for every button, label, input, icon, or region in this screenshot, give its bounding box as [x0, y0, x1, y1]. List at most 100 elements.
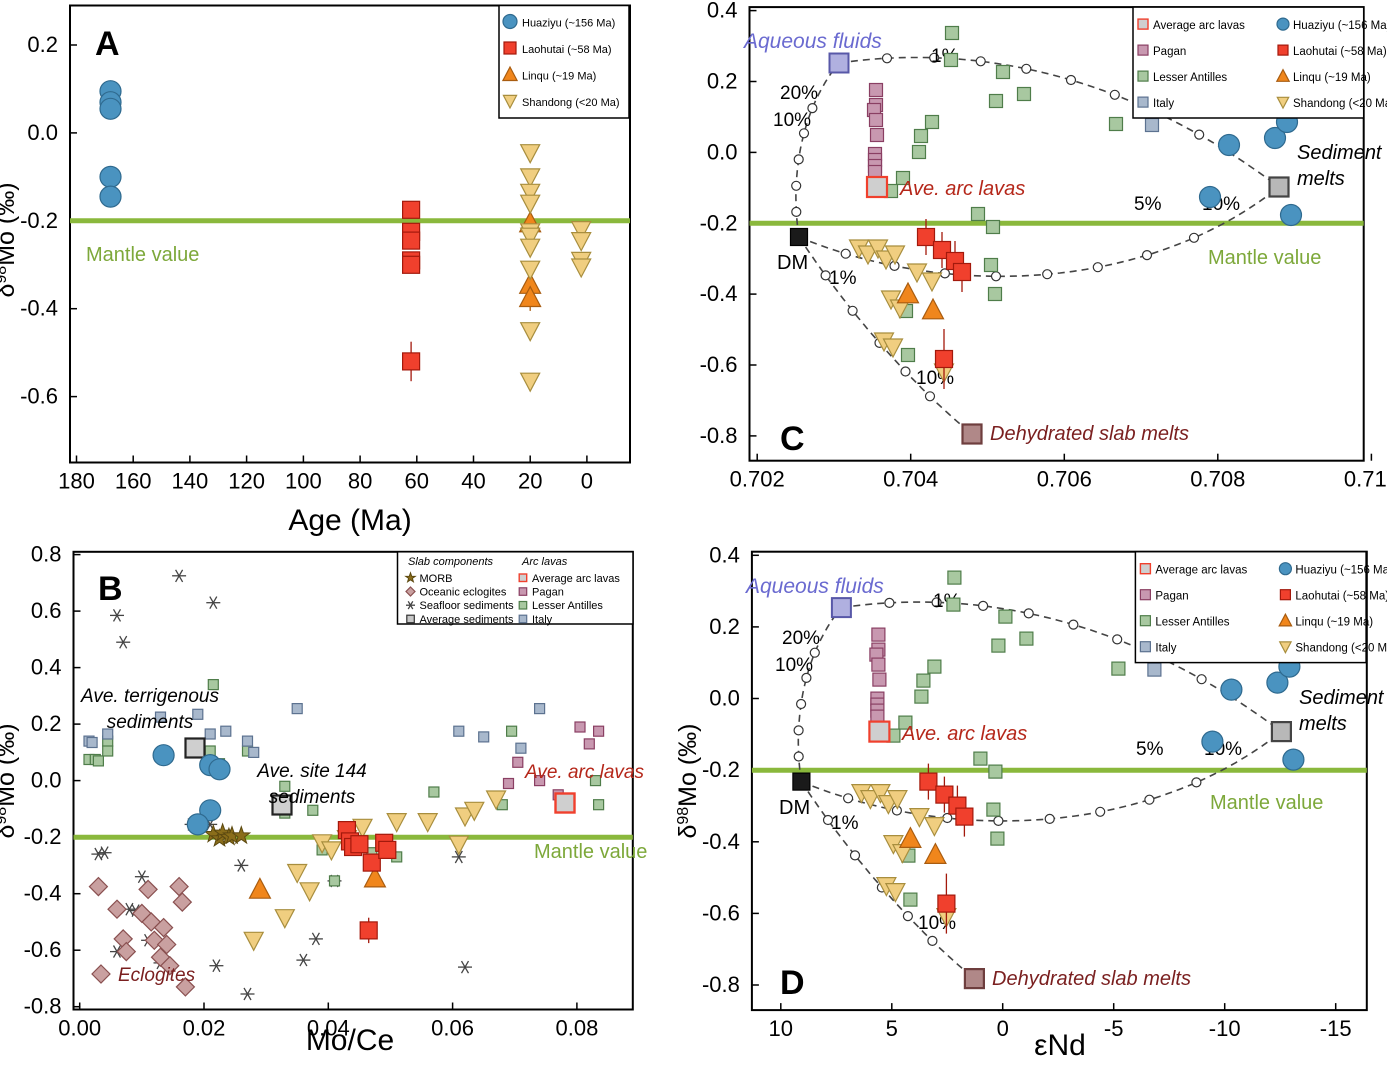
- svg-text:Mo/Ce: Mo/Ce: [306, 1024, 394, 1057]
- svg-text:0.2: 0.2: [27, 32, 58, 57]
- svg-text:C: C: [780, 420, 805, 458]
- svg-text:60: 60: [405, 469, 429, 494]
- svg-text:0: 0: [997, 1016, 1009, 1041]
- svg-text:Italy: Italy: [1153, 98, 1174, 110]
- svg-text:Aqueous fluids: Aqueous fluids: [744, 575, 884, 598]
- svg-text:Pagan: Pagan: [1155, 591, 1188, 603]
- svg-text:Shandong (<20 Ma): Shandong (<20 Ma): [1293, 98, 1387, 110]
- svg-text:Average arc lavas: Average arc lavas: [532, 573, 620, 585]
- svg-text:-0.8: -0.8: [700, 423, 738, 448]
- svg-text:Mantle value: Mantle value: [1208, 247, 1321, 269]
- svg-text:-0.8: -0.8: [24, 994, 62, 1019]
- svg-text:A: A: [95, 25, 120, 63]
- svg-text:Ave. arc lavas: Ave. arc lavas: [524, 762, 644, 783]
- svg-text:80: 80: [348, 469, 372, 494]
- svg-text:Seafloor sediments: Seafloor sediments: [420, 600, 515, 612]
- svg-text:Shandong (<20 Ma): Shandong (<20 Ma): [1295, 643, 1387, 655]
- svg-text:-0.4: -0.4: [700, 281, 738, 306]
- svg-text:0.4: 0.4: [707, 0, 738, 23]
- svg-text:20%: 20%: [780, 83, 818, 104]
- svg-text:Mantle value: Mantle value: [534, 841, 647, 863]
- svg-text:Laohutai (~58 Ma): Laohutai (~58 Ma): [1295, 591, 1387, 603]
- svg-text:Ave. arc lavas: Ave. arc lavas: [899, 178, 1025, 200]
- svg-text:10%: 10%: [773, 110, 811, 131]
- svg-text:Mantle value: Mantle value: [86, 244, 199, 266]
- svg-text:140: 140: [172, 469, 209, 494]
- svg-text:Linqu (~19 Ma): Linqu (~19 Ma): [1295, 617, 1373, 629]
- svg-text:20%: 20%: [782, 628, 820, 649]
- svg-text:Mantle value: Mantle value: [1210, 792, 1323, 814]
- svg-text:DM: DM: [777, 252, 808, 274]
- svg-text:Oceanic eclogites: Oceanic eclogites: [420, 587, 507, 599]
- svg-text:Italy: Italy: [532, 614, 553, 626]
- svg-text:Huaziyu (~156 Ma): Huaziyu (~156 Ma): [522, 18, 615, 30]
- svg-text:εNd: εNd: [1034, 1029, 1086, 1062]
- svg-text:0.708: 0.708: [1190, 467, 1245, 492]
- svg-text:5%: 5%: [1136, 739, 1164, 760]
- svg-text:Average sediments: Average sediments: [420, 614, 514, 626]
- svg-text:B: B: [98, 570, 123, 608]
- svg-text:1%: 1%: [831, 813, 859, 834]
- svg-text:Eclogites: Eclogites: [118, 965, 196, 986]
- svg-text:0.4: 0.4: [709, 542, 740, 567]
- svg-text:DM: DM: [779, 797, 810, 819]
- svg-text:-0.4: -0.4: [702, 829, 740, 854]
- svg-text:Ave. arc lavas: Ave. arc lavas: [901, 723, 1027, 745]
- svg-text:sediments: sediments: [269, 787, 356, 808]
- svg-text:Laohutai (~58 Ma): Laohutai (~58 Ma): [522, 44, 612, 56]
- svg-text:Huaziyu (~156 Ma): Huaziyu (~156 Ma): [1295, 565, 1387, 577]
- svg-text:Lesser Antilles: Lesser Antilles: [1153, 72, 1227, 84]
- svg-text:Linqu (~19 Ma): Linqu (~19 Ma): [1293, 72, 1371, 84]
- svg-text:10: 10: [769, 1016, 793, 1041]
- svg-text:Average arc lavas: Average arc lavas: [1153, 20, 1245, 32]
- svg-text:Slab components: Slab components: [408, 556, 493, 568]
- svg-text:0.0: 0.0: [27, 120, 58, 145]
- svg-text:Ave. terrigenous: Ave. terrigenous: [80, 686, 220, 707]
- svg-text:0: 0: [581, 469, 593, 494]
- svg-text:0.02: 0.02: [183, 1016, 226, 1041]
- svg-text:Aqueous fluids: Aqueous fluids: [742, 30, 882, 53]
- svg-text:40: 40: [461, 469, 485, 494]
- svg-text:0.4: 0.4: [31, 655, 62, 680]
- svg-text:melts: melts: [1297, 168, 1345, 190]
- svg-text:-10: -10: [1209, 1016, 1241, 1041]
- svg-text:Pagan: Pagan: [532, 587, 564, 599]
- svg-text:MORB: MORB: [420, 573, 453, 585]
- svg-text:-0.2: -0.2: [24, 824, 62, 849]
- svg-text:δ98Mo (‰): δ98Mo (‰): [0, 182, 20, 297]
- svg-text:0.0: 0.0: [709, 686, 740, 711]
- svg-text:Dehydrated slab melts: Dehydrated slab melts: [990, 423, 1189, 445]
- svg-text:0.710: 0.710: [1344, 467, 1387, 492]
- svg-text:100: 100: [285, 469, 322, 494]
- svg-text:-0.2: -0.2: [702, 757, 740, 782]
- svg-text:Sediment: Sediment: [1297, 142, 1383, 164]
- svg-text:0.6: 0.6: [31, 598, 62, 623]
- svg-text:120: 120: [228, 469, 265, 494]
- svg-text:Italy: Italy: [1155, 643, 1176, 655]
- svg-text:Average arc lavas: Average arc lavas: [1155, 565, 1247, 577]
- svg-text:Lesser Antilles: Lesser Antilles: [532, 600, 603, 612]
- svg-text:Laohutai (~58 Ma): Laohutai (~58 Ma): [1293, 46, 1387, 58]
- svg-text:0.00: 0.00: [58, 1016, 101, 1041]
- svg-text:Huaziyu (~156 Ma): Huaziyu (~156 Ma): [1293, 20, 1387, 32]
- svg-text:Arc lavas: Arc lavas: [521, 556, 568, 568]
- svg-text:-0.2: -0.2: [20, 208, 58, 233]
- svg-text:0.2: 0.2: [709, 614, 740, 639]
- svg-text:0.2: 0.2: [31, 711, 62, 736]
- svg-text:δ98Mo (‰): δ98Mo (‰): [674, 723, 702, 838]
- svg-text:Shandong (<20 Ma): Shandong (<20 Ma): [522, 97, 620, 109]
- svg-text:0.08: 0.08: [555, 1016, 598, 1041]
- svg-text:Pagan: Pagan: [1153, 46, 1186, 58]
- svg-text:10%: 10%: [775, 655, 813, 676]
- svg-text:Lesser Antilles: Lesser Antilles: [1155, 617, 1229, 629]
- svg-text:1%: 1%: [829, 268, 857, 289]
- svg-text:0.704: 0.704: [883, 467, 938, 492]
- svg-text:-5: -5: [1104, 1016, 1124, 1041]
- svg-text:δ98Mo (‰): δ98Mo (‰): [0, 723, 20, 838]
- svg-text:0.706: 0.706: [1037, 467, 1092, 492]
- svg-text:5%: 5%: [1134, 194, 1162, 215]
- svg-text:-0.6: -0.6: [24, 937, 62, 962]
- svg-text:-0.6: -0.6: [702, 900, 740, 925]
- svg-text:melts: melts: [1299, 713, 1347, 735]
- svg-text:Linqu (~19 Ma): Linqu (~19 Ma): [522, 71, 596, 83]
